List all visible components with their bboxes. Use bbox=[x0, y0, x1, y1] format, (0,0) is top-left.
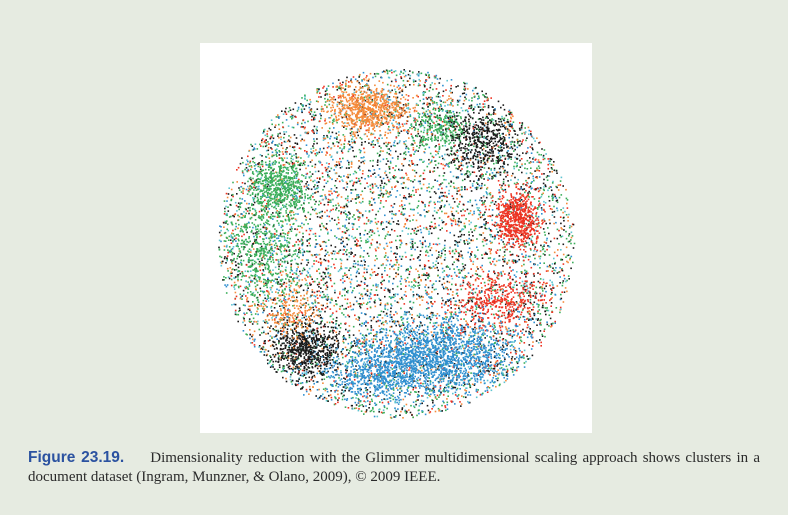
scatter-plot bbox=[218, 69, 576, 419]
figure-caption: Figure 23.19. Dimensionality reduction wi… bbox=[28, 448, 760, 487]
figure-image bbox=[200, 43, 592, 433]
caption-text: Dimensionality reduction with the Glimme… bbox=[28, 450, 760, 485]
figure-label: Figure 23.19. bbox=[28, 449, 125, 466]
scatter-points bbox=[218, 69, 576, 419]
